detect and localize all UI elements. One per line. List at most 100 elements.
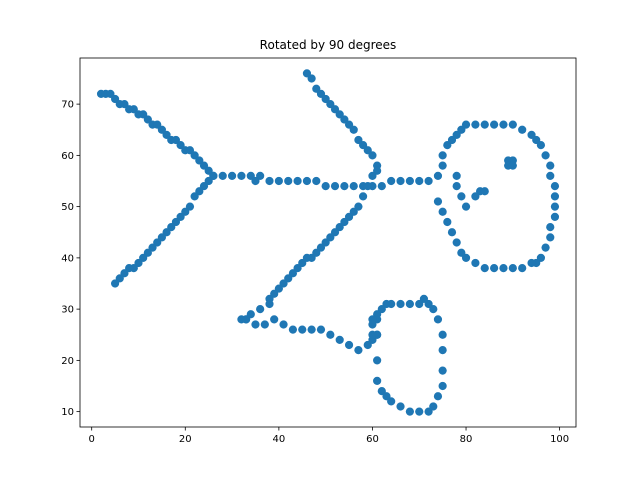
data-point: [546, 233, 555, 242]
data-point: [265, 299, 274, 309]
data-point: [480, 187, 489, 196]
data-point: [405, 299, 414, 309]
data-point: [452, 238, 461, 247]
data-point: [349, 125, 358, 134]
data-point: [550, 192, 560, 201]
x-tick-label: 60: [366, 434, 379, 445]
data-point: [326, 330, 335, 339]
data-point: [387, 397, 396, 406]
axes: 0 20 40 60 80 100 10 20 30 40 50 60 70: [61, 57, 577, 445]
data-point: [368, 320, 377, 329]
data-point: [368, 151, 377, 160]
data-point: [377, 182, 386, 191]
data-point: [358, 192, 368, 201]
data-point: [527, 258, 536, 268]
x-tick-label: 20: [179, 434, 192, 445]
data-point: [373, 376, 382, 385]
data-point: [438, 161, 447, 170]
data-point: [284, 176, 293, 186]
data-point: [330, 182, 340, 191]
data-point: [499, 264, 508, 273]
x-tick-label: 0: [89, 434, 95, 445]
data-point: [490, 120, 499, 129]
data-point: [363, 182, 372, 191]
data-point: [499, 120, 508, 129]
data-point: [438, 207, 447, 216]
y-tick-label: 30: [61, 305, 74, 316]
x-tick-label: 40: [273, 434, 286, 445]
data-point: [335, 335, 344, 344]
data-point: [256, 305, 265, 314]
data-point: [433, 197, 443, 206]
data-point: [480, 264, 489, 273]
data-point: [387, 176, 396, 186]
x-tick-label: 100: [550, 434, 569, 445]
data-point: [218, 171, 227, 180]
data-point: [349, 182, 358, 191]
data-point: [288, 325, 298, 334]
scatter-points: [96, 69, 560, 416]
x-tick-label: 80: [460, 434, 473, 445]
data-point: [270, 315, 279, 324]
data-point: [354, 346, 363, 355]
data-point: [396, 402, 405, 411]
data-point: [546, 171, 555, 180]
data-point: [396, 176, 405, 186]
data-point: [550, 202, 560, 211]
data-point: [256, 171, 265, 180]
data-point: [438, 381, 447, 391]
data-point: [110, 279, 120, 288]
y-tick-label: 40: [61, 253, 74, 264]
data-point: [438, 366, 447, 375]
data-point: [307, 74, 316, 83]
data-point: [508, 120, 517, 129]
data-point: [405, 407, 414, 416]
data-point: [321, 182, 330, 191]
data-point: [536, 141, 546, 150]
chart-title: Rotated by 90 degrees: [260, 38, 397, 52]
data-point: [541, 243, 550, 252]
y-tick-label: 70: [61, 100, 74, 111]
data-point: [312, 176, 321, 186]
data-point: [265, 176, 274, 186]
data-point: [190, 192, 199, 201]
data-point: [546, 223, 555, 232]
data-point: [541, 151, 550, 160]
data-point: [550, 182, 560, 191]
data-point: [471, 192, 480, 201]
data-point: [471, 120, 480, 129]
data-point: [429, 402, 438, 411]
plot-frame: [79, 57, 577, 428]
data-point: [298, 325, 307, 334]
data-point: [452, 171, 461, 180]
data-point: [433, 315, 443, 324]
data-point: [368, 171, 377, 180]
data-point: [518, 264, 527, 273]
data-point: [293, 176, 302, 186]
data-point: [279, 320, 288, 329]
data-point: [405, 176, 414, 186]
data-point: [260, 320, 269, 329]
data-point: [242, 315, 251, 324]
data-point: [340, 182, 349, 191]
data-point: [518, 125, 527, 134]
data-point: [415, 176, 424, 186]
data-point: [237, 171, 246, 180]
y-tick-label: 10: [61, 407, 74, 418]
data-point: [227, 171, 237, 180]
y-tick-label: 50: [61, 202, 74, 213]
data-point: [550, 212, 560, 221]
data-point: [471, 258, 480, 268]
data-point: [452, 182, 461, 191]
data-point: [447, 228, 457, 237]
data-point: [415, 407, 424, 416]
data-point: [457, 192, 466, 201]
data-point: [461, 202, 471, 211]
data-point: [307, 325, 316, 334]
data-point: [438, 330, 447, 339]
data-point: [457, 248, 466, 257]
data-point: [274, 176, 283, 186]
data-point: [344, 340, 354, 350]
